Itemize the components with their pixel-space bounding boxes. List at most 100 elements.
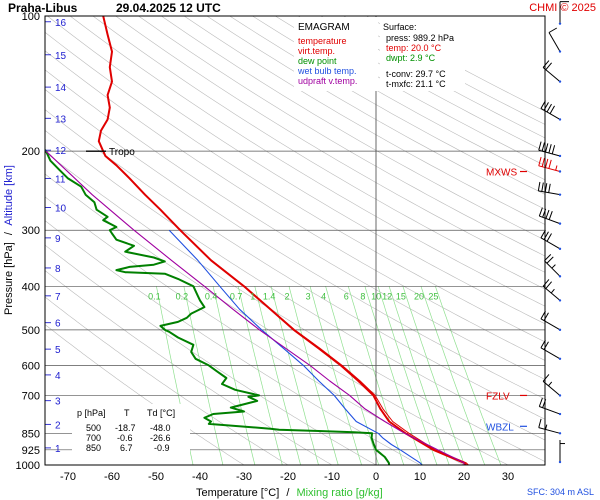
wind-barb-flag (545, 158, 549, 168)
altitude-tick-label: 13 (55, 114, 67, 125)
x-axis-label: Temperature [°C] / Mixing ratio [g/kg] (196, 487, 383, 499)
wind-barb-flag (545, 209, 550, 219)
surface-press: press: 989.2 hPa (386, 33, 454, 43)
wind-barb-flag (538, 156, 542, 166)
wind-barb-base (558, 460, 562, 464)
pressure-tick-label: 600 (22, 360, 40, 372)
data-table-box (72, 404, 190, 456)
label-layer: 0.1 0.2 0.4 0.7 1 1.4 2 3 4 6 8 10 12 15 20 25100200300… (16, 1, 569, 483)
pressure-tick-label: 1000 (16, 460, 40, 472)
mixing-ratio-label: 20 (414, 291, 424, 301)
wind-barb-flag (538, 141, 542, 151)
wind-barb (542, 60, 562, 83)
dry-adiabat (45, 69, 545, 380)
dry-adiabat (92, 16, 545, 290)
surface-tmxfc: t-mxfc: 21.1 °C (386, 79, 446, 89)
wind-barb-base (558, 328, 562, 332)
pressure-tick-label: 200 (22, 146, 40, 158)
y-axis-label: Pressure [hPa] / Altitude [km] (3, 165, 15, 315)
surface-box (380, 17, 465, 91)
wind-barb-flag (544, 254, 552, 262)
mixing-ratio-label: 3 (306, 291, 311, 301)
table-row-850-p: 850 (86, 443, 101, 453)
mixing-ratio-label: 12 (382, 291, 392, 301)
mixing-ratio-label: 4 (321, 291, 326, 301)
wind-barb-flag (538, 397, 543, 407)
dry-adiabat (47, 16, 545, 325)
wind-barb-base (558, 299, 562, 302)
wind-barb-flag (549, 105, 555, 114)
table-row-500-p: 500 (86, 423, 101, 433)
temperature-tick-label: -20 (280, 471, 296, 483)
dry-adiabat (45, 31, 545, 343)
dry-adiabat (69, 16, 545, 307)
dry-adiabat (115, 16, 545, 273)
wind-barb-flag (545, 143, 549, 153)
table-header-td: Td [°C] (147, 408, 175, 418)
altitude-tick-label: 14 (55, 83, 67, 94)
wind-barb-half-flag (550, 288, 555, 294)
temperature-tick-label: -30 (236, 471, 252, 483)
temperature-tick-label: 10 (414, 471, 426, 483)
wind-barb-flag (548, 211, 553, 220)
legend-item-temperature: temperature (298, 36, 347, 46)
table-row-500-td: -48.0 (150, 423, 171, 433)
altitude-tick-label: 12 (55, 146, 67, 157)
x-axis-label-temperature: Temperature [°C] (196, 487, 279, 499)
altitude-tick-label: 4 (55, 371, 61, 382)
station-name: Praha-Libus (8, 1, 78, 15)
wind-barb-flag (545, 281, 552, 289)
wind-barb-flag (548, 159, 552, 169)
wind-barb-flag (548, 144, 552, 154)
mixing-ratio-label: 10 (371, 291, 381, 301)
mixing-ratio-label: 0.1 (148, 291, 161, 301)
altitude-tick-label: 3 (55, 397, 61, 408)
wind-barb-base (558, 275, 562, 278)
wind-barb-flag (538, 418, 542, 428)
mixing-ratio-label: 0.4 (205, 291, 218, 301)
temperature-tick-label: -70 (60, 471, 76, 483)
altitude-tick-label: 8 (55, 264, 61, 275)
wind-barb-base (558, 22, 562, 25)
pressure-tick-label: 300 (22, 225, 40, 237)
wind-barb-flag (542, 374, 550, 382)
altitude-tick-label: 2 (55, 420, 61, 431)
dry-adiabat (161, 16, 545, 241)
wind-barb (542, 279, 562, 302)
wind-barb-flag (541, 142, 545, 152)
surface-tconv: t-conv: 29.7 °C (386, 69, 446, 79)
altitude-tick-label: 7 (55, 292, 61, 303)
fzlv-label: FZLV (486, 391, 510, 402)
pressure-tick-label: 850 (22, 428, 40, 440)
pressure-tick-label: 400 (22, 281, 40, 293)
series-line-wet-bulb-temp (168, 229, 423, 465)
temperature-tick-label: 20 (458, 471, 470, 483)
table-header-p: p [hPa] (77, 408, 106, 418)
altitude-tick-label: 16 (55, 18, 67, 29)
wind-barb-base (558, 154, 562, 158)
altitude-tick-label: 1 (55, 444, 61, 455)
temperature-tick-label: -60 (104, 471, 120, 483)
altitude-tick-label: 9 (55, 234, 61, 245)
altitude-tick-label: 10 (55, 204, 67, 215)
table-row-700-td: -26.6 (150, 433, 171, 443)
wind-barb-base (558, 118, 562, 121)
legend-item-updraft: udpraft v.temp. (298, 76, 357, 86)
mxws-label: MXWS (486, 168, 517, 179)
wind-barb-base (558, 412, 562, 416)
wbzl-label: WBZL (486, 422, 514, 433)
altitude-tick-label: 6 (55, 319, 61, 330)
wind-barb-flag (545, 62, 552, 71)
wind-barb-half-flag (555, 165, 558, 171)
wind-barb-flag (537, 181, 541, 191)
dry-adiabat (45, 109, 545, 420)
copyright: CHMI © 2025 (529, 2, 596, 14)
surface-temp: temp: 20.0 °C (386, 43, 442, 53)
wind-barb-half-flag (551, 264, 556, 269)
legend-item-virt-temp: virt.temp. (298, 46, 335, 56)
y-axis-label-sep: / (3, 231, 15, 235)
wind-barb-flag (548, 183, 551, 193)
mixing-ratio-label: 6 (344, 291, 349, 301)
mixing-ratio-label: 8 (360, 291, 365, 301)
